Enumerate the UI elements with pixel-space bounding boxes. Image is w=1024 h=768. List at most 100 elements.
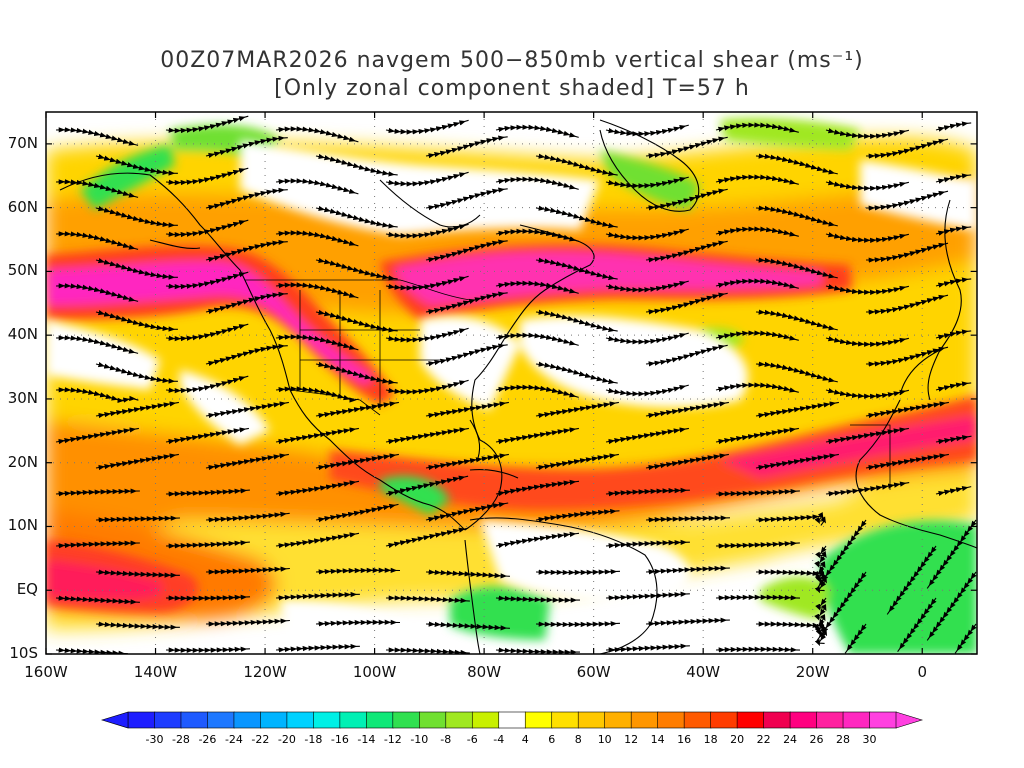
streamline	[935, 121, 972, 132]
streamline	[866, 190, 949, 211]
colorbar-level-label: -10	[410, 733, 429, 746]
streamline	[954, 623, 977, 654]
streamline	[495, 647, 580, 654]
shear-field	[46, 112, 977, 654]
streamline	[165, 646, 251, 653]
streamline	[897, 597, 937, 653]
streamline	[825, 481, 910, 497]
streamline	[165, 323, 249, 342]
colorbar-swatch	[207, 711, 235, 729]
map-frame	[45, 111, 978, 655]
lat-tick-label: 50N	[7, 261, 38, 280]
streamline	[385, 171, 469, 187]
streamline	[275, 178, 359, 195]
colorbar	[100, 711, 924, 729]
lon-tick-label: 120W	[243, 663, 287, 681]
colorbar-level-label: -16	[330, 733, 349, 746]
streamline	[275, 532, 360, 549]
streamlines	[55, 115, 977, 654]
colorbar-level-label: 28	[836, 733, 851, 746]
streamline	[165, 219, 249, 238]
streamline	[605, 643, 690, 653]
streamline	[275, 282, 359, 299]
streamline	[95, 401, 179, 419]
coast-aleutians	[149, 239, 201, 249]
streamline	[535, 153, 618, 177]
colorbar-level-label: -24	[224, 733, 243, 746]
streamline	[605, 228, 689, 241]
streamline	[825, 232, 910, 243]
streamline	[165, 427, 249, 445]
colorbar-max-arrow	[895, 711, 924, 729]
lon-tick-label: 60W	[576, 663, 611, 681]
colorbar-level-label: 16	[677, 733, 692, 746]
streamline	[715, 382, 799, 393]
streamline	[605, 124, 689, 137]
chart-subtitle: [Only zonal component shaded] T=57 h	[274, 76, 750, 101]
streamline	[275, 126, 359, 143]
streamline	[755, 453, 839, 471]
colorbar-level-label: -14	[357, 733, 376, 746]
streamline	[205, 135, 288, 159]
streamline	[385, 327, 469, 343]
colorbar-level-label: 20	[730, 733, 745, 746]
streamline	[275, 427, 359, 445]
streamline	[425, 291, 508, 315]
streamline	[935, 381, 972, 392]
streamline	[605, 384, 689, 397]
streamline	[425, 239, 508, 263]
coast-europe	[927, 199, 962, 401]
streamline	[866, 242, 949, 263]
streamline	[55, 488, 140, 497]
colorbar-swatch	[471, 711, 500, 729]
streamline	[55, 647, 128, 654]
streamline	[205, 453, 289, 471]
colorbar-swatch	[551, 711, 580, 729]
streamline	[605, 539, 690, 549]
lon-tick-label: 160W	[24, 663, 68, 681]
streamline	[55, 127, 139, 146]
streamline	[605, 427, 689, 445]
streamline	[715, 278, 799, 289]
streamline	[755, 153, 838, 175]
streamline	[386, 647, 470, 654]
streamline	[645, 617, 730, 627]
axis-ticks	[45, 112, 977, 655]
streamline	[425, 621, 510, 631]
streamline	[886, 545, 937, 615]
streamline	[95, 569, 180, 578]
streamline	[645, 453, 729, 471]
streamline	[715, 174, 799, 185]
colorbar-swatch	[630, 711, 659, 729]
streamline	[755, 361, 838, 383]
streamline	[825, 284, 910, 295]
colorbar-min-arrow	[100, 711, 129, 729]
colorbar-level-label: 24	[783, 733, 798, 746]
streamline	[425, 135, 508, 159]
lat-tick-label: 20N	[7, 452, 38, 471]
streamline	[95, 621, 180, 630]
streamline	[385, 427, 469, 445]
streamline	[55, 595, 140, 605]
streamline	[645, 188, 728, 211]
streamline	[386, 595, 470, 604]
lon-tick-label: 20W	[795, 663, 830, 681]
colorbar-swatch	[816, 711, 844, 729]
streamline	[935, 486, 972, 497]
lon-tick-label: 0	[917, 663, 927, 681]
streamline	[535, 569, 621, 576]
lat-tick-label: 10N	[7, 516, 38, 535]
streamline	[844, 623, 867, 654]
colorbar-level-label: -28	[171, 733, 190, 746]
streamline	[935, 277, 972, 288]
streamline	[535, 257, 618, 281]
streamline	[825, 180, 910, 191]
streamline	[755, 257, 838, 279]
streamline	[205, 291, 288, 315]
colorbar-swatch	[789, 711, 818, 729]
streamline	[165, 594, 251, 601]
streamline	[645, 292, 728, 315]
streamline	[495, 228, 579, 242]
streamline	[425, 502, 509, 522]
streamline	[605, 332, 689, 345]
